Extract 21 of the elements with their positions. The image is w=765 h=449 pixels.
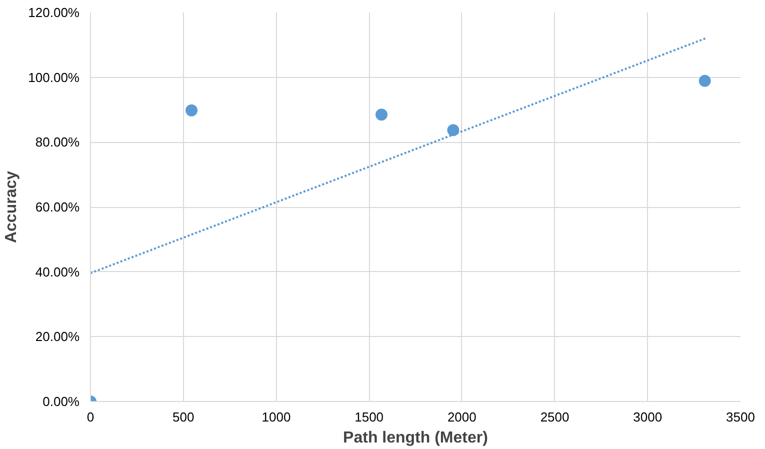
- point: [376, 108, 388, 121]
- x-tick-label: 2500: [540, 410, 570, 424]
- y-tick-label: 20.00%: [35, 329, 80, 344]
- y-tick-label: 0.00%: [42, 394, 80, 409]
- x-tick-label: 3500: [726, 410, 755, 424]
- x-tick-label: 500: [172, 410, 194, 424]
- point: [698, 74, 711, 87]
- x-tick-label: 2000: [447, 410, 476, 424]
- y-tick-label: 40.00%: [35, 264, 80, 280]
- point: [447, 124, 460, 136]
- y-axis-title: Accuracy: [3, 170, 20, 244]
- point: [186, 104, 198, 116]
- y-tick-label: 120.00%: [28, 5, 80, 20]
- x-tick-label: 3000: [633, 410, 662, 424]
- x-axis-title: Path length (Meter): [343, 430, 488, 446]
- y-tick-label: 80.00%: [35, 134, 80, 150]
- x-tick-label: 0: [86, 410, 94, 424]
- x-tick-label: 1000: [262, 410, 291, 424]
- y-tick-label: 60.00%: [35, 200, 80, 214]
- y-tick-label: 100.00%: [28, 70, 80, 85]
- x-tick-label: 1500: [354, 410, 384, 424]
